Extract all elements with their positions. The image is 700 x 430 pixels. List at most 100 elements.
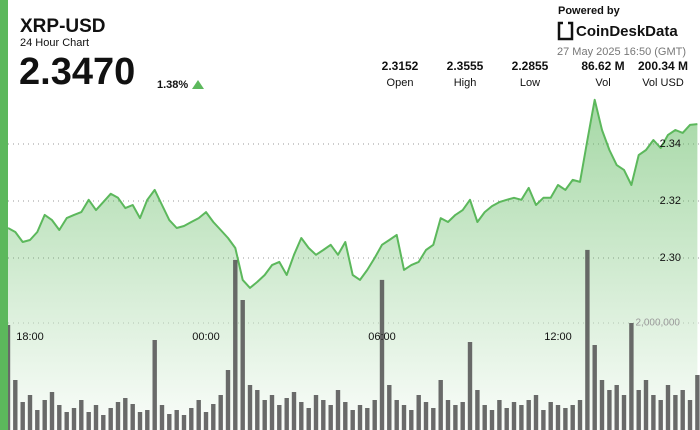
y-tick-label: 2.32 <box>660 195 681 207</box>
stat-value: 2.3555 <box>447 59 484 73</box>
volume-bar <box>313 395 319 430</box>
volume-bar <box>181 415 187 430</box>
volume-bar <box>159 405 165 430</box>
volume-bar <box>555 405 561 430</box>
volume-bar <box>269 395 275 430</box>
volume-bar <box>577 400 583 430</box>
volume-bar <box>57 405 62 430</box>
stat-label: Low <box>520 77 540 89</box>
volume-bar <box>614 385 619 430</box>
stat-label: Vol <box>595 77 610 89</box>
volume-bar <box>299 402 304 430</box>
volume-bar <box>636 390 641 430</box>
volume-bar <box>629 323 634 430</box>
price-line <box>7 98 698 289</box>
x-tick-label: 06:00 <box>368 331 396 343</box>
powered-by: Powered by <box>558 5 621 17</box>
volume-bar <box>665 385 671 430</box>
stat-label: High <box>454 77 477 89</box>
stat-value: 2.2855 <box>512 59 549 73</box>
volume-bar <box>673 395 678 430</box>
volume-bar <box>372 400 377 430</box>
volume-bar <box>467 342 473 430</box>
volume-bar <box>533 395 539 430</box>
volume-bar <box>262 400 267 430</box>
volume-bar <box>321 400 326 430</box>
volume-bar <box>196 400 201 430</box>
volume-bar <box>599 380 605 430</box>
volume-bar <box>328 405 333 430</box>
volume-bar <box>225 370 231 430</box>
volume-bar <box>152 340 157 430</box>
stats: 2.3152 Open 2.3555 High 2.2855 Low 86.62 M Vol 2… <box>382 59 688 89</box>
volume-bar <box>13 380 18 430</box>
volume-bar <box>247 385 253 430</box>
volume-bar <box>526 400 531 430</box>
volume-bar <box>511 402 517 430</box>
x-tick-label: 12:00 <box>544 331 572 343</box>
volume-bar <box>240 300 245 430</box>
volume-bar <box>592 345 597 430</box>
volume-bar <box>379 279 385 430</box>
volume-bar <box>680 390 685 430</box>
volume-bar <box>643 380 649 430</box>
y-tick-label: 2.34 <box>660 138 681 150</box>
volume-bar <box>475 390 480 430</box>
volume-bar <box>431 408 436 430</box>
volume-bar <box>291 392 297 430</box>
volume-bar <box>658 400 663 430</box>
volume-bar <box>453 405 458 430</box>
volume-bar <box>203 412 209 430</box>
volume-bar <box>137 412 143 430</box>
volume-bar <box>174 410 179 430</box>
volume-bar <box>548 402 553 430</box>
volume-bar <box>504 408 509 430</box>
volume-bar <box>277 405 282 430</box>
volume-bar <box>189 408 194 430</box>
volume-bar <box>255 390 260 430</box>
volume-bar <box>350 410 355 430</box>
volume-bar <box>607 390 612 430</box>
volume-bar <box>86 412 91 430</box>
volume-bar <box>343 402 348 430</box>
volume-bar <box>130 404 135 430</box>
volume-bar <box>541 410 546 430</box>
volume-bar <box>211 404 216 430</box>
volume-bar <box>621 395 627 430</box>
brand-name: CoinDeskData <box>576 23 678 40</box>
volume-bar <box>401 405 407 430</box>
volume-bar <box>497 400 502 430</box>
volume-bar <box>145 410 150 430</box>
volume-bar <box>42 400 47 430</box>
up-arrow <box>192 80 204 89</box>
volume-bar <box>445 400 451 430</box>
volume-bar <box>306 408 311 430</box>
volume-bar <box>233 259 238 430</box>
volume-bar <box>20 402 25 430</box>
volume-bar <box>394 400 399 430</box>
volume-bar <box>651 395 656 430</box>
y-tick-label: 2.30 <box>660 252 681 264</box>
stat-label: Open <box>387 77 414 89</box>
volume-bar <box>409 410 414 430</box>
stat-label: Vol USD <box>642 77 684 89</box>
volume-bar <box>108 408 113 430</box>
volume-bar <box>93 405 99 430</box>
volume-bar <box>585 249 590 430</box>
price-area <box>8 99 698 430</box>
volume-bar <box>335 390 341 430</box>
volume-bar <box>218 395 223 430</box>
volume-bar <box>27 395 33 430</box>
volume-bar <box>357 405 363 430</box>
volume-bar <box>563 408 568 430</box>
volume-bar <box>416 395 421 430</box>
volume-bar <box>167 414 172 430</box>
volume-bar <box>123 398 128 430</box>
volume-bar <box>49 392 55 430</box>
x-tick-label: 00:00 <box>192 331 220 343</box>
x-tick-label: 18:00 <box>16 331 44 343</box>
volume-bar <box>438 380 443 430</box>
stat-value: 86.62 M <box>581 59 624 73</box>
stat-value: 2.3152 <box>382 59 419 73</box>
